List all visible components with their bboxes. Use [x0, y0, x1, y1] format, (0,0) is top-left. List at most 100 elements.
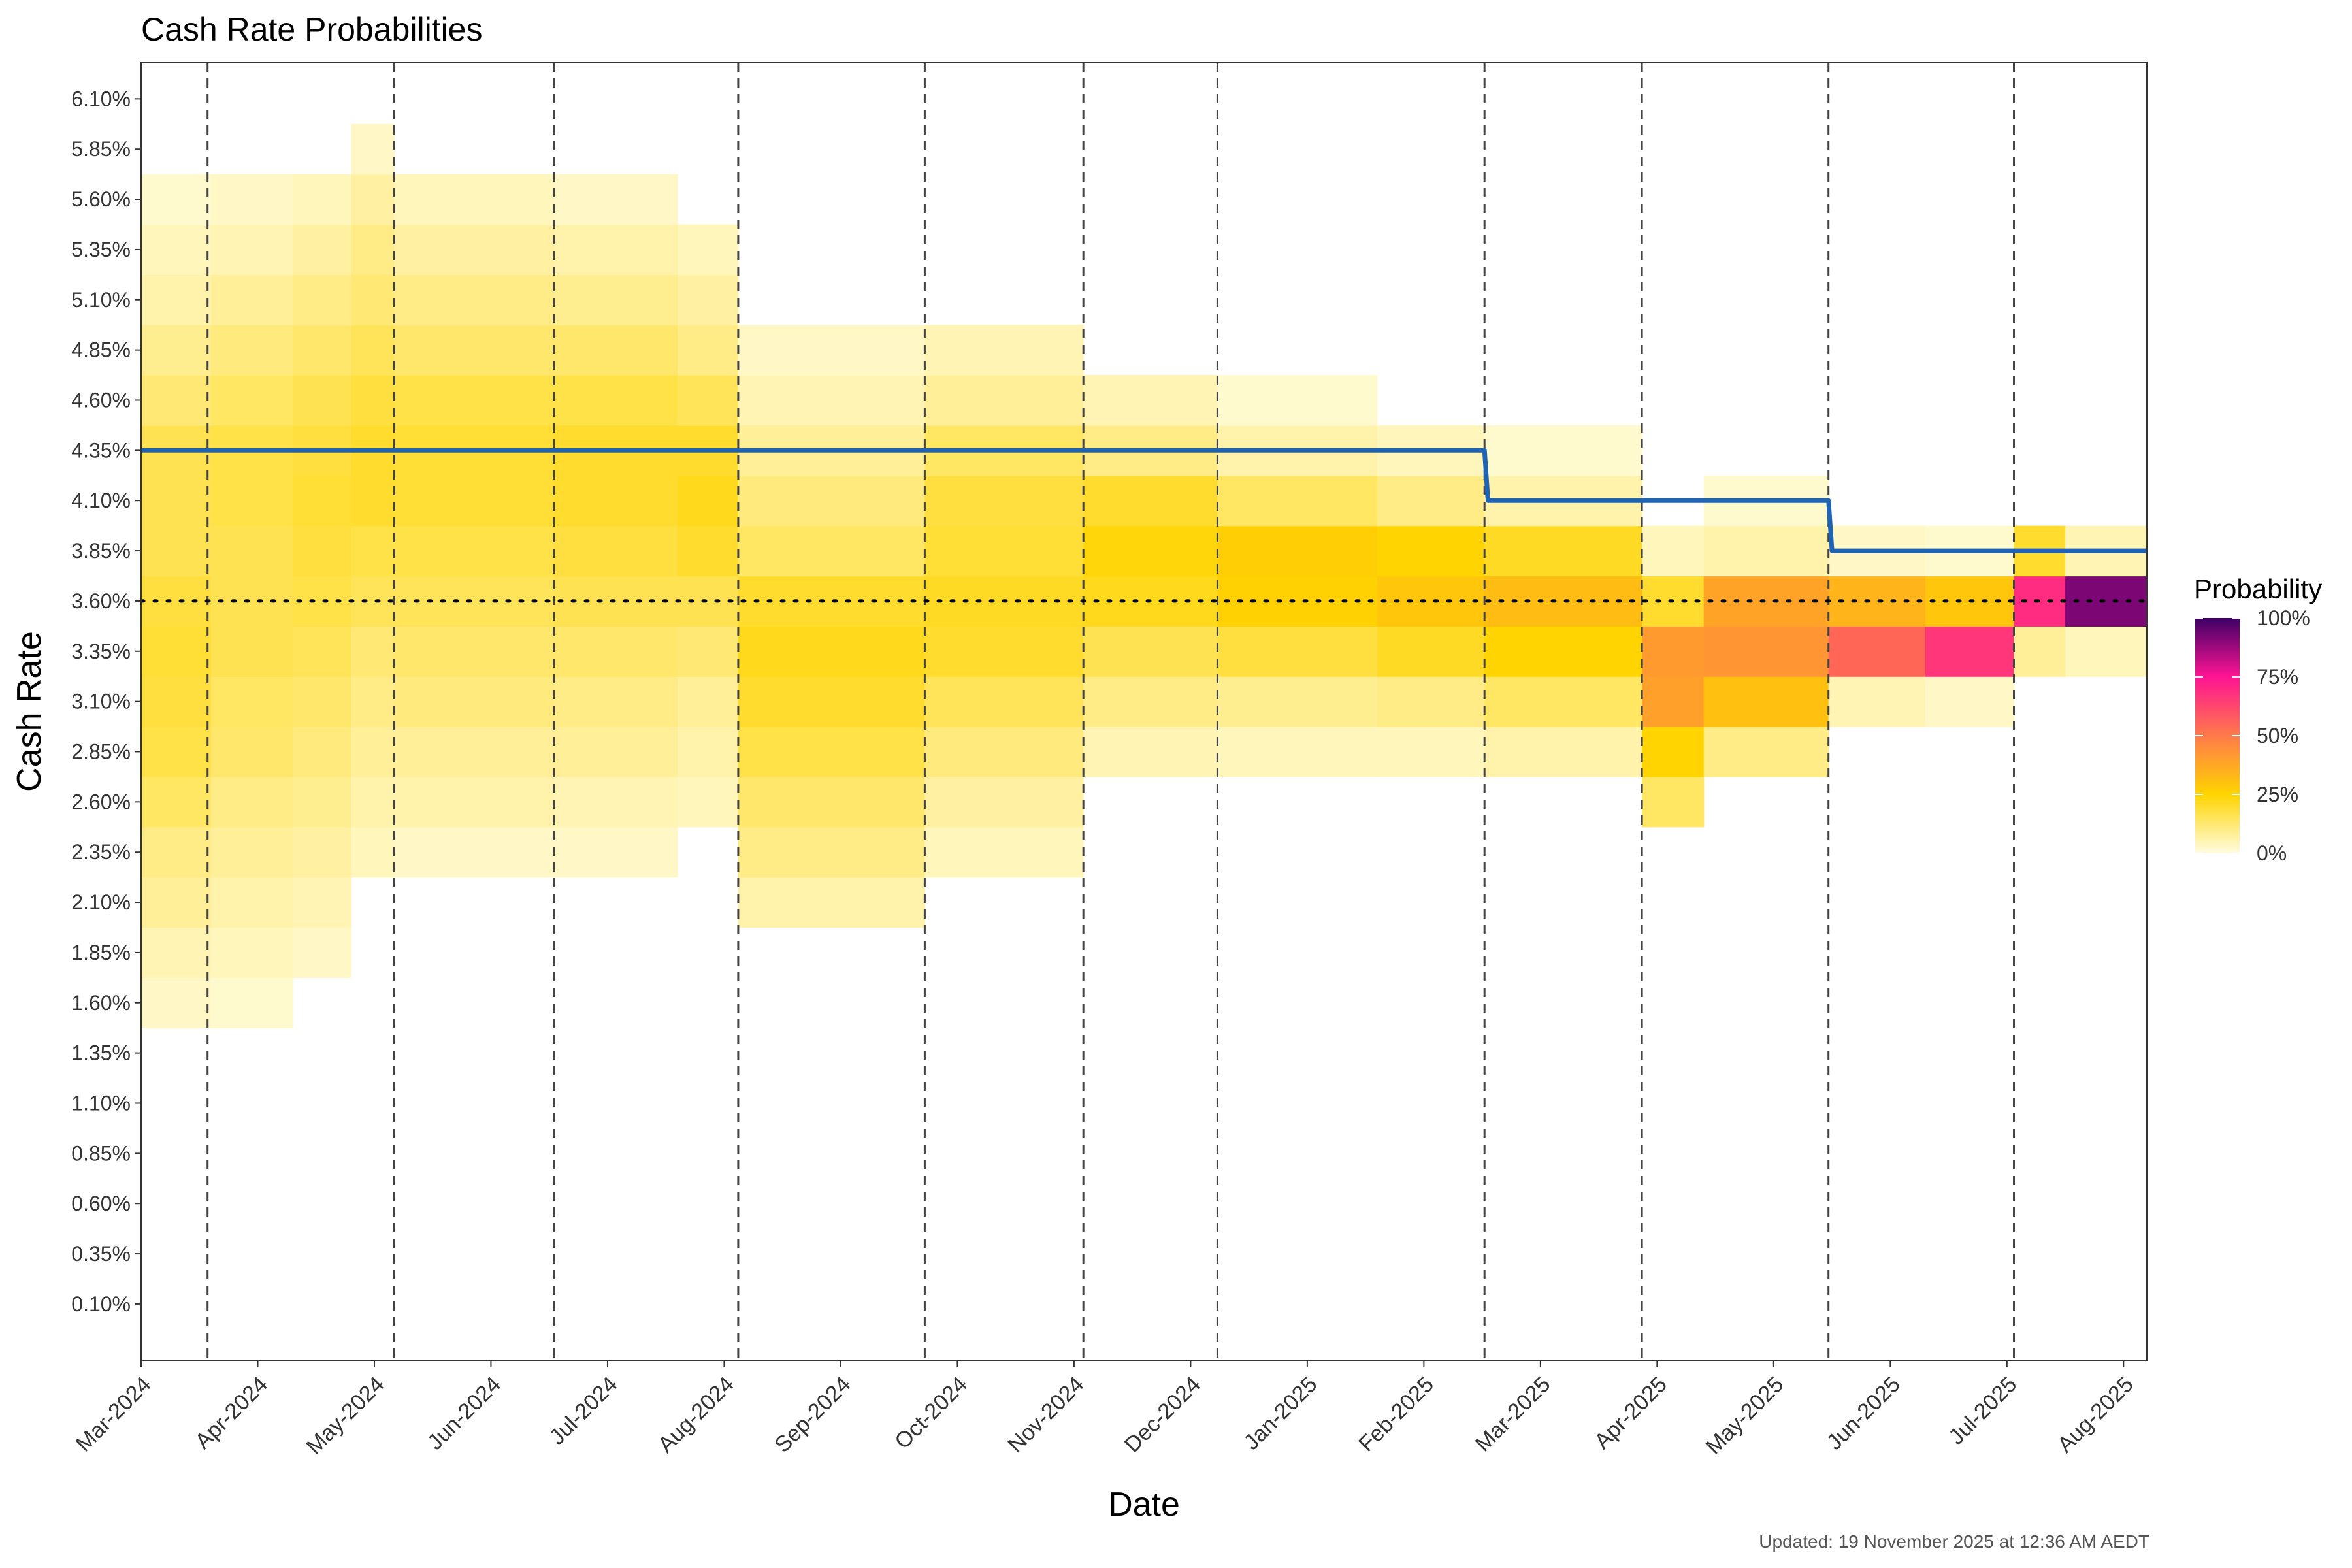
y-tick-label: 4.10%: [71, 489, 131, 512]
heatmap-cell: [738, 727, 926, 777]
heatmap-cell: [2014, 626, 2066, 677]
heatmap-cell: [1083, 626, 1218, 677]
heatmap-cell: [1083, 475, 1218, 527]
x-tick-label: Aug-2025: [2053, 1372, 2138, 1458]
heatmap-cell: [141, 475, 212, 527]
x-tick-label: Dec-2024: [1120, 1372, 1205, 1458]
heatmap-cell: [678, 626, 739, 677]
heatmap-cell: [1377, 475, 1485, 527]
heatmap-cell: [394, 626, 555, 677]
x-tick-label: Apr-2025: [1590, 1372, 1672, 1454]
legend-title: Probability: [2194, 574, 2322, 604]
y-tick-label: 4.35%: [71, 438, 131, 462]
heatmap-cell: [394, 475, 555, 527]
heatmap-cell: [293, 224, 351, 275]
heatmap-cell: [211, 224, 293, 275]
heatmap-cell: [141, 375, 212, 426]
heatmap-cell: [738, 475, 926, 527]
heatmap-cell: [924, 727, 1084, 777]
y-tick-label: 1.85%: [71, 941, 131, 964]
heatmap-cell: [141, 977, 212, 1028]
heatmap-cell: [351, 123, 395, 175]
heatmap-cell: [141, 727, 212, 777]
heatmap-cell: [1642, 525, 1705, 577]
heatmap-cell: [351, 375, 395, 426]
heatmap-cell: [211, 525, 293, 577]
heatmap-cell: [293, 776, 351, 828]
heatmap-cell: [1642, 776, 1705, 828]
heatmap-cell: [678, 525, 739, 577]
heatmap-cell: [1484, 727, 1642, 777]
y-tick-label: 0.85%: [71, 1141, 131, 1165]
heatmap-cell: [924, 776, 1084, 828]
heatmap-cell: [293, 927, 351, 978]
heatmap-cell: [1642, 727, 1705, 777]
heatmap-cell: [738, 626, 926, 677]
panel-border: [140, 62, 2148, 1361]
heatmap-cell: [678, 325, 739, 376]
heatmap-cell: [738, 325, 926, 376]
heatmap-cell: [351, 174, 395, 225]
heatmap-cell: [211, 174, 293, 225]
heatmap-cell: [293, 626, 351, 677]
heatmap-cell: [211, 375, 293, 426]
heatmap-cell: [394, 224, 555, 275]
heatmap-cell: [1217, 626, 1378, 677]
legend-label: 50%: [2257, 724, 2298, 747]
x-tick-label: Jun-2025: [1822, 1372, 1905, 1455]
heatmap-cell: [1217, 676, 1378, 727]
heatmap-cell: [211, 877, 293, 928]
heatmap-cell: [293, 274, 351, 325]
heatmap-cell: [1484, 425, 1642, 476]
y-tick-label: 2.10%: [71, 890, 131, 914]
x-tick-label: Mar-2025: [1471, 1372, 1556, 1457]
x-tick-label: Jul-2025: [1944, 1372, 2021, 1450]
y-tick-label: 0.35%: [71, 1242, 131, 1266]
x-tick-label: Oct-2024: [890, 1372, 972, 1454]
heatmap-cell: [738, 826, 926, 878]
heatmap-cell: [1217, 475, 1378, 527]
heatmap-cell: [924, 626, 1084, 677]
heatmap-cell: [394, 274, 555, 325]
heatmap-cell: [553, 727, 678, 777]
heatmap-cell: [553, 676, 678, 727]
x-tick-label: Aug-2024: [653, 1372, 739, 1458]
legend-label: 100%: [2257, 606, 2310, 630]
heatmap-cell: [1484, 676, 1642, 727]
heatmap-cell: [924, 375, 1084, 426]
x-axis-title: Date: [1108, 1486, 1180, 1524]
heatmap-cell: [141, 224, 212, 275]
heatmap-cell: [141, 525, 212, 577]
y-tick-label: 5.10%: [71, 288, 131, 312]
rate-line-group: [141, 448, 2147, 553]
heatmap-cell: [924, 325, 1084, 376]
x-tick-label: May-2025: [1701, 1372, 1789, 1460]
heatmap-cell: [1703, 626, 1829, 677]
x-tick-label: Apr-2024: [190, 1372, 272, 1454]
y-tick-label: 3.10%: [71, 690, 131, 713]
heatmap-cell: [351, 224, 395, 275]
y-tick-label: 3.35%: [71, 640, 131, 663]
heatmap-cell: [351, 325, 395, 376]
heatmap-cell: [738, 375, 926, 426]
heatmap-cell: [293, 475, 351, 527]
heatmap-cell: [1083, 727, 1218, 777]
heatmap-cell: [141, 576, 212, 627]
heatmap-cell: [553, 475, 678, 527]
heatmap-cell: [351, 826, 395, 878]
y-tick-label: 1.60%: [71, 991, 131, 1015]
heatmap-cell: [738, 877, 926, 928]
heatmap-cell: [351, 274, 395, 325]
heatmap-cell: [141, 826, 212, 878]
heatmap-cell: [394, 525, 555, 577]
heatmap-cell: [678, 727, 739, 777]
y-tick-label: 5.60%: [71, 188, 131, 211]
heatmap-cell: [1828, 626, 1926, 677]
heatmap-cell: [293, 727, 351, 777]
heatmap-cell: [211, 475, 293, 527]
heatmap-cell: [394, 375, 555, 426]
heatmap-cell: [1703, 525, 1829, 577]
meeting-lines: [206, 63, 2015, 1360]
x-tick-label: Jul-2024: [545, 1372, 623, 1450]
